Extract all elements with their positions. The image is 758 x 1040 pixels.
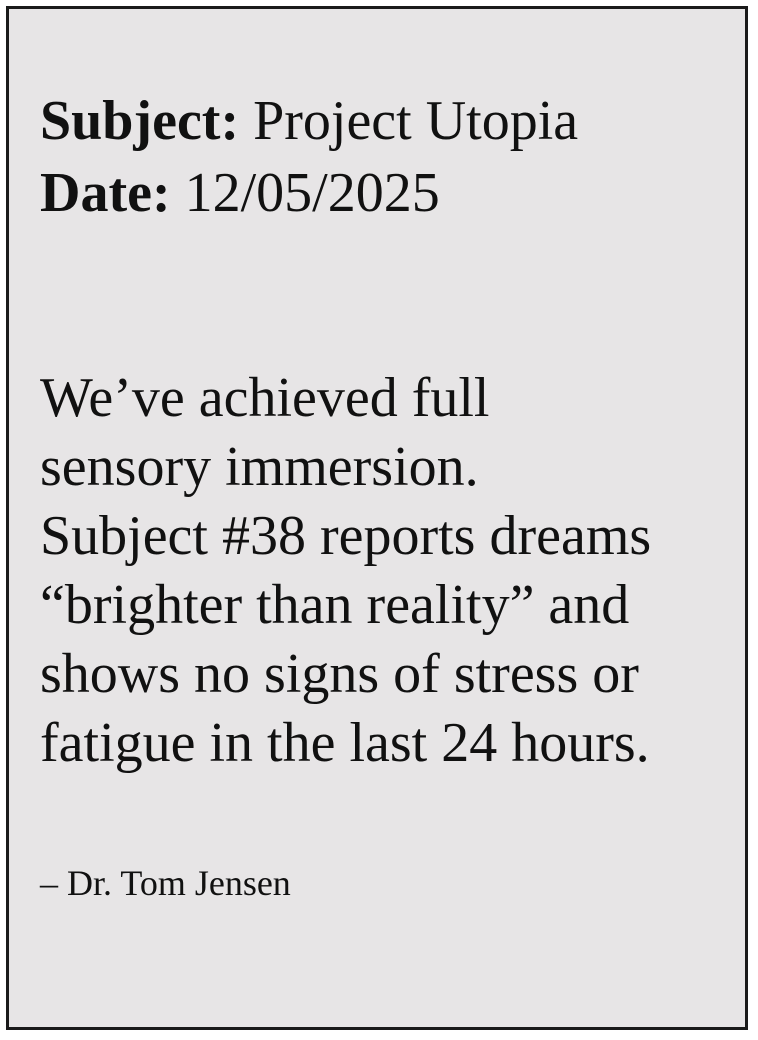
body-line: shows no signs of stress or (40, 643, 639, 705)
subject-label: Subject: (40, 90, 240, 152)
date-value: 12/05/2025 (184, 162, 440, 224)
memo-header: Subject: Project Utopia Date: 12/05/2025 (40, 85, 578, 229)
body-line: sensory immersion. (40, 436, 479, 498)
body-line: fatigue in the last 24 hours. (40, 712, 650, 774)
date-line: Date: 12/05/2025 (40, 157, 578, 229)
memo-body: We’ve achieved full sensory immersion. S… (40, 364, 740, 778)
memo-card: Subject: Project Utopia Date: 12/05/2025… (6, 6, 748, 1030)
subject-line: Subject: Project Utopia (40, 85, 578, 157)
body-line: “brighter than reality” and (40, 574, 630, 636)
body-line: We’ve achieved full (40, 367, 490, 429)
body-line: Subject #38 reports dreams (40, 505, 652, 567)
subject-value: Project Utopia (253, 90, 579, 152)
date-label: Date: (40, 162, 171, 224)
signature: – Dr. Tom Jensen (40, 863, 291, 903)
